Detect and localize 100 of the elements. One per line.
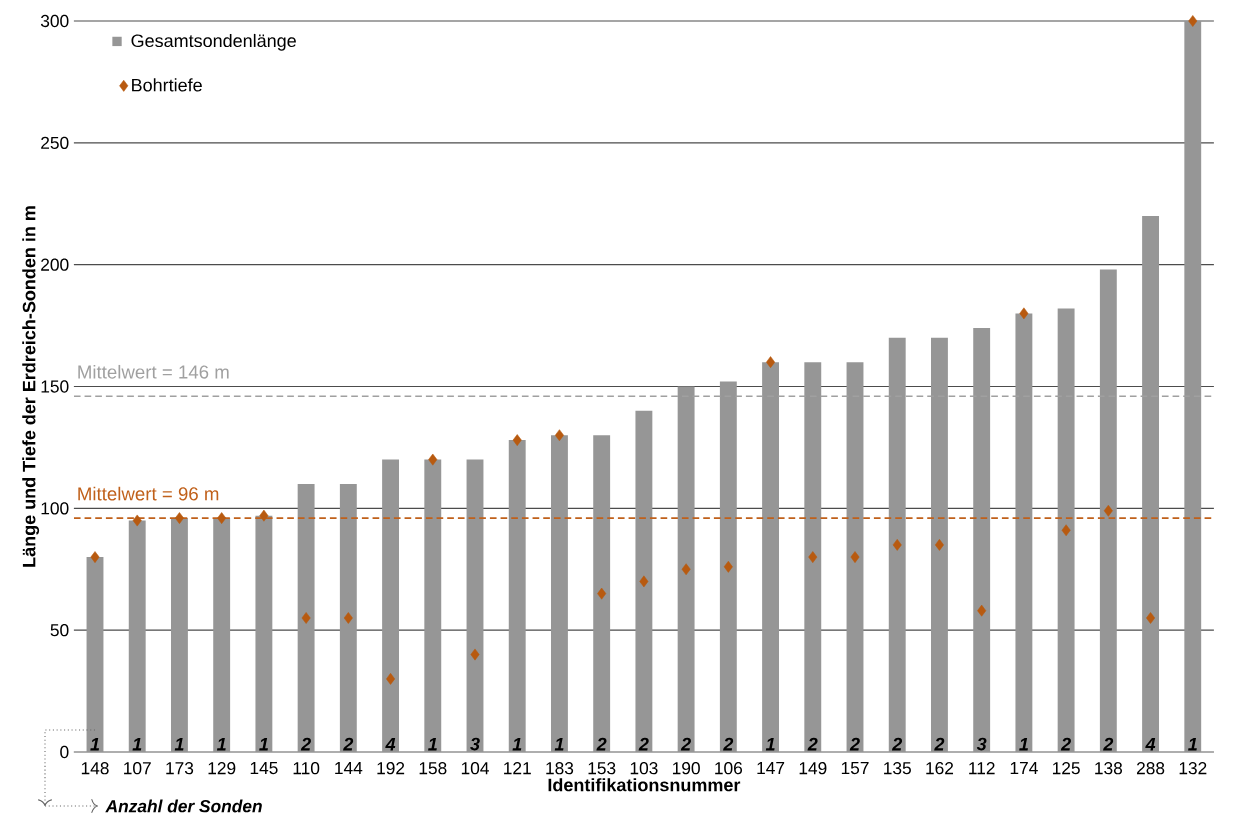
point xyxy=(90,551,100,563)
y-tick-label: 100 xyxy=(41,502,69,515)
text: Anzahl der Sonden xyxy=(105,799,262,813)
point xyxy=(723,560,733,573)
annotation: 2 xyxy=(723,737,734,751)
point xyxy=(217,512,227,524)
bar xyxy=(551,435,568,752)
x-tick-label: 149 xyxy=(799,762,827,775)
x-tick-label: 147 xyxy=(757,762,785,774)
point xyxy=(850,551,860,563)
annotation: 3 xyxy=(470,737,480,751)
annotation: 1 xyxy=(90,738,100,751)
x-tick-label: 145 xyxy=(250,762,278,775)
y-axis-title: Länge und Tiefe der Erdreich-Sonden in m xyxy=(22,206,40,567)
legend-label: Gesamtsondenlänge xyxy=(131,33,296,51)
x-tick-label: 104 xyxy=(461,762,489,775)
bar xyxy=(382,459,399,752)
x-tick-label: 157 xyxy=(841,762,869,775)
x-tick-label: 132 xyxy=(1179,762,1207,775)
annotation: 2 xyxy=(680,737,691,751)
point xyxy=(512,434,522,446)
annotation: 2 xyxy=(807,737,818,751)
x-tick-label: 112 xyxy=(969,762,995,775)
x-tick-label: 162 xyxy=(926,762,954,775)
point xyxy=(1146,612,1156,624)
annotation: 1 xyxy=(512,738,522,751)
point xyxy=(301,612,311,624)
annotation: 1 xyxy=(132,738,142,751)
bar xyxy=(466,459,484,752)
point xyxy=(428,453,438,466)
annotation: 2 xyxy=(596,737,607,751)
bar xyxy=(171,518,188,752)
point xyxy=(681,563,691,576)
point xyxy=(132,514,142,527)
point xyxy=(639,575,649,588)
x-tick-label: 107 xyxy=(124,762,151,775)
y-tick-label: 300 xyxy=(40,14,69,28)
y-tick-label: 0 xyxy=(60,745,69,759)
point xyxy=(386,673,396,685)
annotation: 1 xyxy=(554,738,564,751)
y-tick-label: 200 xyxy=(41,258,69,271)
bar xyxy=(255,515,273,752)
ref-line-label: Mittelwert = 146 m xyxy=(78,364,229,379)
point xyxy=(1188,15,1198,27)
x-tick-label: 138 xyxy=(1095,762,1123,775)
point xyxy=(892,539,902,551)
annotation: 2 xyxy=(891,737,903,751)
point xyxy=(554,429,564,442)
x-tick-label: 144 xyxy=(335,762,363,774)
y-tick-label: 250 xyxy=(41,136,69,149)
x-tick-label: 190 xyxy=(672,762,700,775)
annotation: 2 xyxy=(934,737,945,751)
annotation: 2 xyxy=(1103,737,1114,751)
y-tick-label: 150 xyxy=(41,380,69,393)
ref-line-label: Mittelwert = 96 m xyxy=(78,486,219,501)
x-tick-label: 192 xyxy=(377,762,405,775)
x-tick-label: 183 xyxy=(546,762,574,775)
point xyxy=(259,509,269,522)
annotation: 1 xyxy=(428,738,437,751)
annotation: 2 xyxy=(638,737,649,751)
point xyxy=(934,539,944,551)
y-tick-label: 50 xyxy=(50,624,69,637)
annotation: 1 xyxy=(1188,738,1197,751)
bar xyxy=(635,410,653,752)
x-axis-title: Identifikationsnummer xyxy=(548,778,741,792)
x-tick-label: 148 xyxy=(81,762,109,775)
bar xyxy=(593,435,611,752)
bar xyxy=(213,518,231,752)
x-tick-label: 158 xyxy=(419,762,447,775)
point xyxy=(766,356,776,368)
annotation: 4 xyxy=(385,738,396,751)
bar xyxy=(508,440,526,752)
point xyxy=(470,648,480,661)
annotation: 1 xyxy=(259,738,268,751)
x-tick-label: 173 xyxy=(166,762,194,775)
point xyxy=(1103,504,1113,517)
bar xyxy=(339,483,357,752)
x-tick-label: 103 xyxy=(630,762,658,775)
x-tick-label: 153 xyxy=(588,762,616,775)
annotation: 1 xyxy=(1019,738,1028,751)
x-tick-label: 106 xyxy=(715,762,743,775)
x-tick-label: 174 xyxy=(1010,762,1038,774)
x-tick-label: 110 xyxy=(293,762,320,775)
annotation: 1 xyxy=(216,738,226,751)
point xyxy=(597,587,607,600)
annotation: 1 xyxy=(174,738,184,751)
legend-label: Bohrtiefe xyxy=(132,78,202,92)
point xyxy=(1061,524,1071,537)
annotation: 2 xyxy=(343,737,354,751)
annotation: 4 xyxy=(1145,738,1156,751)
x-tick-label: 121 xyxy=(504,762,531,775)
bar xyxy=(86,557,104,752)
x-tick-label: 129 xyxy=(208,762,236,775)
annotation: 2 xyxy=(300,737,311,751)
point xyxy=(808,551,818,563)
annotation: 2 xyxy=(849,737,860,751)
bar xyxy=(297,483,315,752)
annotation: 2 xyxy=(1060,737,1071,751)
annotation: 1 xyxy=(765,738,775,751)
x-tick-label: 135 xyxy=(884,762,911,775)
